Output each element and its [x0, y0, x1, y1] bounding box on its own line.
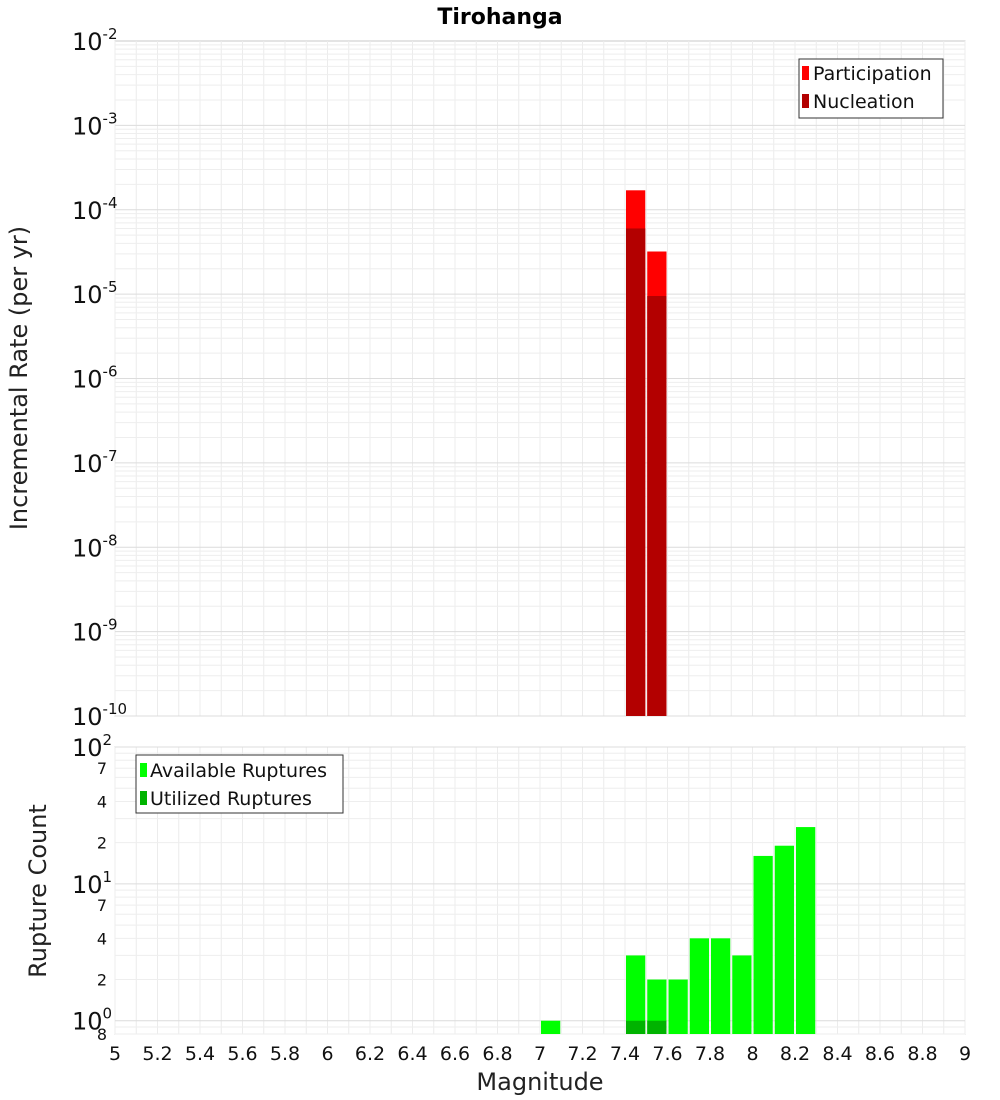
- x-axis-label: Magnitude: [476, 1068, 603, 1096]
- x-tick-label: 7.6: [652, 1043, 682, 1065]
- x-tick-label: 5.8: [270, 1043, 300, 1065]
- count-bar-a: [541, 1020, 561, 1034]
- count-y-tick-label: 101: [72, 868, 112, 899]
- x-tick-label: 7.4: [610, 1043, 640, 1065]
- rate-y-tick-label: 10-3: [72, 109, 118, 140]
- count-bar-b: [626, 1020, 646, 1034]
- count-legend: Available Ruptures Utilized Ruptures: [135, 754, 344, 814]
- x-tick-label: 6.8: [482, 1043, 512, 1065]
- rate-y-tick-label: 10-10: [72, 700, 127, 731]
- count-bar-a: [732, 955, 752, 1034]
- rate-grid: [114, 41, 966, 717]
- nucleation-legend-label: Nucleation: [813, 91, 915, 113]
- x-tick-label: 5.6: [227, 1043, 257, 1065]
- available-legend-label: Available Ruptures: [150, 760, 327, 782]
- x-tick-label: 7.2: [567, 1043, 597, 1065]
- x-tick-label: 8.2: [780, 1043, 810, 1065]
- rate-bar-b: [647, 296, 667, 716]
- x-tick-label: 6.2: [355, 1043, 385, 1065]
- rate-legend: Participation Nucleation: [798, 58, 944, 119]
- rate-bars: [626, 190, 667, 716]
- count-y-minor-tick-label: 4: [97, 792, 107, 811]
- rate-panel: 10-10 10-9 10-8 10-7 10-6 10-5 10-4 10-3 10-2 In…: [5, 25, 966, 731]
- count-bar-a: [626, 955, 646, 1034]
- rate-y-tick-label: 10-4: [72, 194, 118, 225]
- rate-y-tick-label: 10-8: [72, 531, 118, 562]
- participation-legend-label: Participation: [813, 63, 932, 85]
- x-tick-label: 7: [534, 1043, 546, 1065]
- count-y-minor-tick-label: 2: [97, 834, 107, 853]
- count-bar-b: [647, 1020, 667, 1034]
- x-tick-label: 5.4: [185, 1043, 215, 1065]
- x-tick-label: 8.4: [822, 1043, 852, 1065]
- count-y-minor-tick-label: 2: [97, 971, 107, 990]
- count-y-tick-label: 100: [72, 1005, 112, 1036]
- count-y-axis-label: Rupture Count: [24, 804, 52, 978]
- count-bar-a: [711, 938, 731, 1034]
- x-tick-label: 8.8: [907, 1043, 937, 1065]
- rate-y-axis-label: Incremental Rate (per yr): [5, 226, 33, 530]
- count-bars: [541, 827, 816, 1034]
- chart-title: Tirohanga: [437, 5, 562, 30]
- count-bar-a: [774, 845, 794, 1034]
- rate-y-tick-label: 10-5: [72, 278, 118, 309]
- available-legend-swatch: [140, 763, 147, 777]
- count-bar-a: [796, 827, 816, 1034]
- rate-bar-b: [626, 228, 646, 716]
- x-tick-label: 6.6: [440, 1043, 470, 1065]
- participation-legend-swatch: [802, 66, 809, 80]
- rate-y-tick-label: 10-2: [72, 25, 118, 56]
- x-ticks: 5 5.2 5.4 5.6 5.8 6 6.2 6.4 6.6 6.8 7 7.2 7.4 7.6 7.8 8…: [109, 1043, 971, 1065]
- count-legend-box: [135, 754, 344, 814]
- x-tick-label: 6: [321, 1043, 333, 1065]
- x-tick-label: 5.2: [142, 1043, 172, 1065]
- x-tick-label: 5: [109, 1043, 121, 1065]
- x-tick-label: 6.4: [397, 1043, 427, 1065]
- nucleation-legend-swatch: [802, 94, 809, 108]
- count-y-minor-tick-label: 8: [97, 1025, 107, 1044]
- count-y-minor-tick-label: 4: [97, 929, 107, 948]
- count-y-minor-tick-label: 7: [97, 896, 107, 915]
- count-y-minor-tick-label: 7: [97, 759, 107, 778]
- rate-y-tick-label: 10-9: [72, 616, 118, 647]
- rate-legend-box: [798, 58, 944, 119]
- count-bar-a: [689, 938, 709, 1034]
- x-tick-label: 8: [746, 1043, 758, 1065]
- rate-y-ticks: 10-10 10-9 10-8 10-7 10-6 10-5 10-4 10-3 10-2: [72, 25, 127, 731]
- x-tick-label: 8.6: [865, 1043, 895, 1065]
- utilized-legend-label: Utilized Ruptures: [150, 788, 312, 810]
- count-bar-a: [753, 855, 773, 1034]
- rate-y-tick-label: 10-6: [72, 363, 118, 394]
- count-bar-a: [668, 979, 688, 1034]
- rate-y-tick-label: 10-7: [72, 447, 118, 478]
- count-y-tick-label: 102: [72, 731, 112, 762]
- count-bar-a: [647, 979, 667, 1034]
- x-tick-label: 9: [959, 1043, 971, 1065]
- utilized-legend-swatch: [140, 791, 147, 805]
- x-tick-label: 7.8: [695, 1043, 725, 1065]
